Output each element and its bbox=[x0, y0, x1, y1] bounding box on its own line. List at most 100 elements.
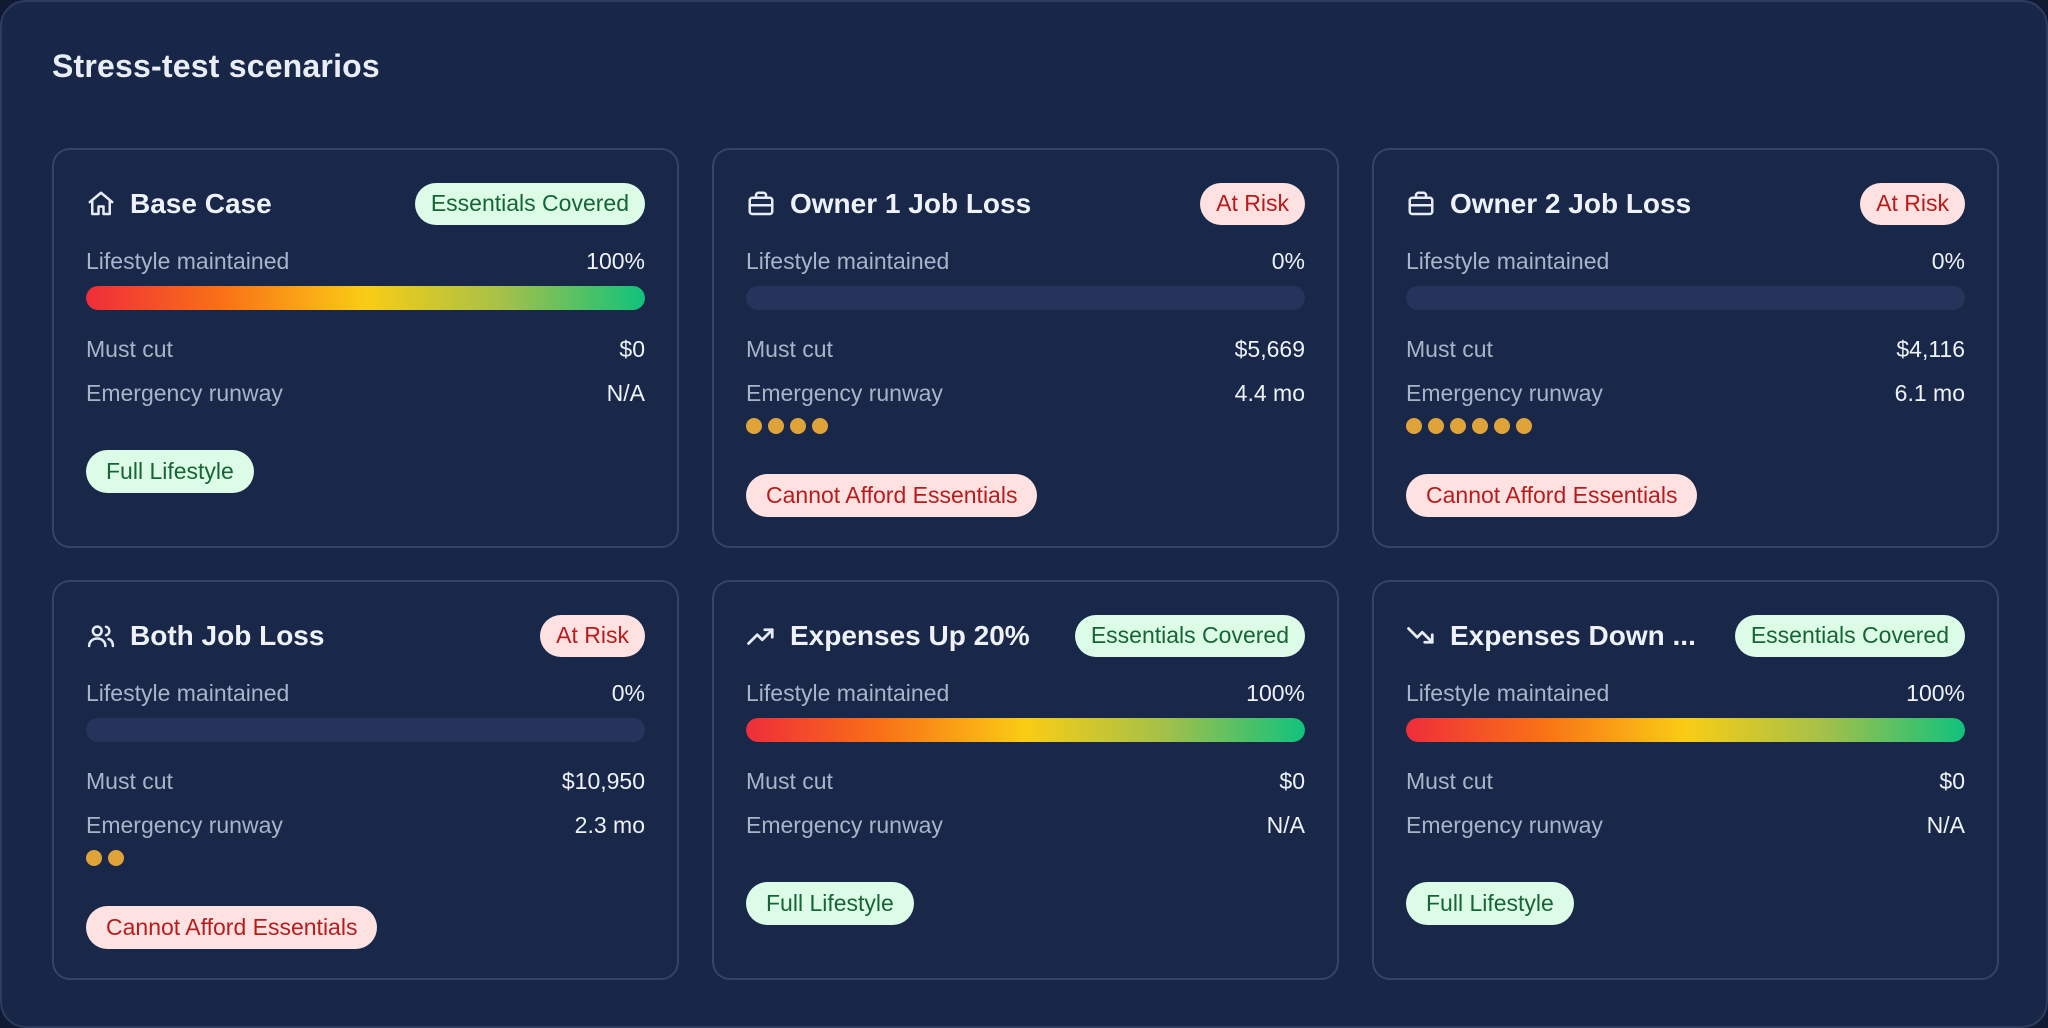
panel-title: Stress-test scenarios bbox=[52, 48, 380, 84]
lifestyle-label: Lifestyle maintained bbox=[1406, 680, 1610, 706]
card-header: Expenses Down ... Essentials Covered bbox=[1406, 614, 1965, 658]
runway-row: Emergency runway 6.1 mo bbox=[1406, 380, 1965, 407]
runway-dot bbox=[1406, 418, 1422, 434]
card-header: Owner 1 Job Loss At Risk bbox=[746, 182, 1305, 226]
runway-row: Emergency runway N/A bbox=[746, 812, 1305, 839]
lifestyle-progress-fill bbox=[746, 718, 1305, 742]
card-title-wrap: Expenses Down ... bbox=[1406, 620, 1696, 652]
must-cut-label: Must cut bbox=[86, 336, 173, 362]
card-title-wrap: Owner 1 Job Loss bbox=[746, 188, 1031, 220]
lifestyle-progress-bar bbox=[1406, 286, 1965, 310]
trending-down-icon bbox=[1406, 621, 1436, 651]
scenario-badge: At Risk bbox=[1860, 183, 1965, 225]
runway-value: 2.3 mo bbox=[574, 812, 645, 838]
runway-value: N/A bbox=[1266, 812, 1305, 838]
scenario-card-3[interactable]: Owner 2 Job Loss At Risk Lifestyle maint… bbox=[1372, 148, 1999, 548]
lifestyle-label: Lifestyle maintained bbox=[1406, 248, 1610, 274]
lifestyle-label: Lifestyle maintained bbox=[86, 680, 290, 706]
must-cut-value: $5,669 bbox=[1234, 336, 1305, 362]
scenario-card-2[interactable]: Owner 1 Job Loss At Risk Lifestyle maint… bbox=[712, 148, 1339, 548]
runway-label: Emergency runway bbox=[1406, 812, 1603, 838]
card-title-wrap: Owner 2 Job Loss bbox=[1406, 188, 1691, 220]
scenario-grid: Base Case Essentials Covered Lifestyle m… bbox=[52, 148, 1999, 980]
lifestyle-row: Lifestyle maintained 0% bbox=[1406, 248, 1965, 275]
scenario-title: Both Job Loss bbox=[130, 620, 325, 651]
runway-dot bbox=[1516, 418, 1532, 434]
users-icon bbox=[86, 621, 116, 651]
home-icon bbox=[86, 189, 116, 219]
runway-dot bbox=[108, 850, 124, 866]
scenario-status-pill: Full Lifestyle bbox=[746, 882, 914, 925]
runway-row: Emergency runway 2.3 mo bbox=[86, 812, 645, 839]
lifestyle-row: Lifestyle maintained 100% bbox=[1406, 680, 1965, 707]
scenario-badge: Essentials Covered bbox=[414, 183, 645, 225]
scenario-title: Owner 2 Job Loss bbox=[1450, 188, 1692, 219]
must-cut-row: Must cut $0 bbox=[746, 768, 1305, 795]
lifestyle-row: Lifestyle maintained 0% bbox=[86, 680, 645, 707]
must-cut-row: Must cut $0 bbox=[1406, 768, 1965, 795]
runway-value: N/A bbox=[606, 380, 645, 406]
scenario-badge: Essentials Covered bbox=[1734, 615, 1965, 657]
lifestyle-progress-fill bbox=[1406, 718, 1965, 742]
runway-dot bbox=[746, 418, 762, 434]
runway-dot bbox=[86, 850, 102, 866]
lifestyle-progress-bar bbox=[86, 286, 645, 310]
runway-label: Emergency runway bbox=[86, 812, 283, 838]
lifestyle-value: 0% bbox=[1931, 248, 1965, 274]
lifestyle-label: Lifestyle maintained bbox=[86, 248, 290, 274]
scenario-badge: At Risk bbox=[540, 615, 645, 657]
must-cut-value: $10,950 bbox=[561, 768, 645, 794]
lifestyle-value: 100% bbox=[586, 248, 645, 274]
scenario-title: Expenses Down ... bbox=[1450, 620, 1696, 651]
lifestyle-progress-bar bbox=[746, 286, 1305, 310]
scenario-status-pill: Cannot Afford Essentials bbox=[86, 906, 378, 949]
lifestyle-row: Lifestyle maintained 0% bbox=[746, 248, 1305, 275]
lifestyle-value: 100% bbox=[1246, 680, 1305, 706]
lifestyle-progress-bar bbox=[1406, 718, 1965, 742]
lifestyle-progress-fill bbox=[86, 286, 645, 310]
scenario-card-5[interactable]: Expenses Up 20% Essentials Covered Lifes… bbox=[712, 580, 1339, 980]
card-header: Expenses Up 20% Essentials Covered bbox=[746, 614, 1305, 658]
runway-dots bbox=[746, 418, 834, 434]
runway-value: 6.1 mo bbox=[1894, 380, 1965, 406]
runway-value: N/A bbox=[1926, 812, 1965, 838]
scenario-card-4[interactable]: Both Job Loss At Risk Lifestyle maintain… bbox=[52, 580, 679, 980]
scenario-card-1[interactable]: Base Case Essentials Covered Lifestyle m… bbox=[52, 148, 679, 548]
runway-value: 4.4 mo bbox=[1234, 380, 1305, 406]
card-header: Both Job Loss At Risk bbox=[86, 614, 645, 658]
lifestyle-row: Lifestyle maintained 100% bbox=[86, 248, 645, 275]
runway-row: Emergency runway 4.4 mo bbox=[746, 380, 1305, 407]
runway-label: Emergency runway bbox=[746, 380, 943, 406]
must-cut-value: $0 bbox=[619, 336, 645, 362]
must-cut-row: Must cut $0 bbox=[86, 336, 645, 363]
lifestyle-value: 0% bbox=[1271, 248, 1305, 274]
runway-label: Emergency runway bbox=[86, 380, 283, 406]
scenario-title: Owner 1 Job Loss bbox=[790, 188, 1032, 219]
must-cut-row: Must cut $10,950 bbox=[86, 768, 645, 795]
card-title-wrap: Expenses Up 20% bbox=[746, 620, 1030, 652]
runway-row: Emergency runway N/A bbox=[86, 380, 645, 407]
lifestyle-row: Lifestyle maintained 100% bbox=[746, 680, 1305, 707]
scenario-title: Base Case bbox=[130, 188, 272, 219]
card-title-wrap: Base Case bbox=[86, 188, 272, 220]
scenario-status-pill: Full Lifestyle bbox=[86, 450, 254, 493]
card-header: Owner 2 Job Loss At Risk bbox=[1406, 182, 1965, 226]
scenario-card-6[interactable]: Expenses Down ... Essentials Covered Lif… bbox=[1372, 580, 1999, 980]
runway-dot bbox=[812, 418, 828, 434]
must-cut-value: $0 bbox=[1939, 768, 1965, 794]
scenario-status-pill: Cannot Afford Essentials bbox=[746, 474, 1038, 517]
card-header: Base Case Essentials Covered bbox=[86, 182, 645, 226]
must-cut-label: Must cut bbox=[86, 768, 173, 794]
lifestyle-progress-bar bbox=[746, 718, 1305, 742]
runway-dot bbox=[1472, 418, 1488, 434]
runway-label: Emergency runway bbox=[1406, 380, 1603, 406]
must-cut-value: $4,116 bbox=[1896, 336, 1965, 362]
runway-dot bbox=[1450, 418, 1466, 434]
runway-row: Emergency runway N/A bbox=[1406, 812, 1965, 839]
trending-up-icon bbox=[746, 621, 776, 651]
scenario-status-pill: Full Lifestyle bbox=[1406, 882, 1574, 925]
runway-dot bbox=[1428, 418, 1444, 434]
runway-dots bbox=[1406, 418, 1538, 434]
lifestyle-label: Lifestyle maintained bbox=[746, 248, 950, 274]
